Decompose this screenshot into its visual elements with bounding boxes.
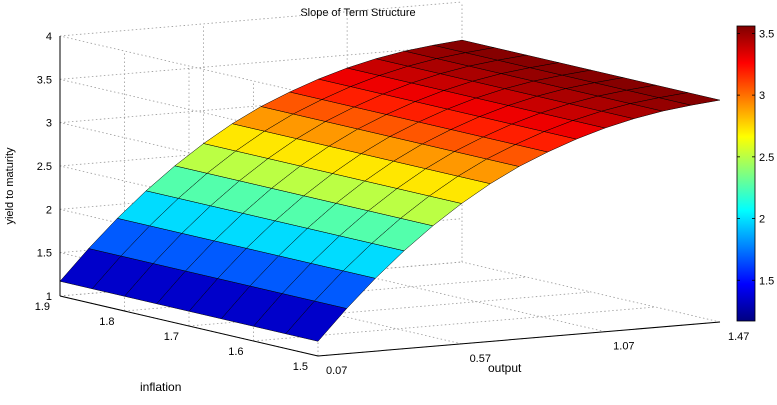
x-axis-line	[317, 321, 721, 357]
tick-labels: 0.07 0.57 1.07 1.47 1.9 1.8 1.7 1.6 1.5 1 1.5 2 2.5 3…	[35, 31, 750, 377]
colorbar: 1.5 2 2.5 3 3.5	[736, 25, 774, 322]
grid-line	[461, 261, 721, 323]
grid-line	[124, 276, 527, 312]
z-tick-label: 1	[46, 291, 52, 303]
grid-line	[253, 306, 656, 342]
colorbar-scale	[736, 25, 756, 322]
surface-plot	[59, 39, 721, 342]
colorbar-tick-label: 1.5	[759, 275, 774, 287]
z-axis-label: yield to maturity	[4, 147, 16, 225]
grid-line	[59, 261, 463, 297]
colorbar-tick-label: 2.5	[759, 152, 774, 164]
chart-title: Slope of Term Structure	[300, 7, 415, 19]
y-axis-line	[59, 295, 319, 357]
y-axis-label: inflation	[140, 380, 181, 394]
colorbar-tick-label: 3	[759, 90, 765, 102]
grid-line	[59, 1, 463, 37]
colorbar-tick-label: 3.5	[759, 28, 774, 40]
z-tick-label: 2	[46, 204, 52, 216]
x-tick-label: 0.57	[470, 353, 491, 365]
grid-line	[59, 35, 319, 97]
z-tick-label: 3	[46, 118, 52, 130]
y-tick-label: 1.7	[164, 331, 179, 343]
x-tick-label: 1.47	[728, 331, 749, 343]
grid-line	[59, 44, 463, 80]
y-tick-label: 1.9	[35, 301, 50, 313]
y-tick-label: 1.6	[228, 346, 243, 358]
x-tick-label: 1.07	[613, 341, 634, 353]
y-tick-label: 1.5	[293, 361, 308, 373]
z-tick-label: 1.5	[37, 248, 52, 260]
z-tick-label: 3.5	[37, 74, 52, 86]
colorbar-tick-label: 2	[759, 214, 765, 226]
surface-patch	[658, 92, 721, 106]
z-tick-label: 4	[46, 31, 52, 43]
y-tick-label: 1.8	[99, 316, 114, 328]
z-tick-label: 2.5	[37, 161, 52, 173]
grid-line	[188, 291, 592, 327]
x-axis-label: output	[488, 361, 522, 375]
x-tick-label: 0.07	[326, 365, 347, 377]
axes-box	[59, 36, 721, 357]
